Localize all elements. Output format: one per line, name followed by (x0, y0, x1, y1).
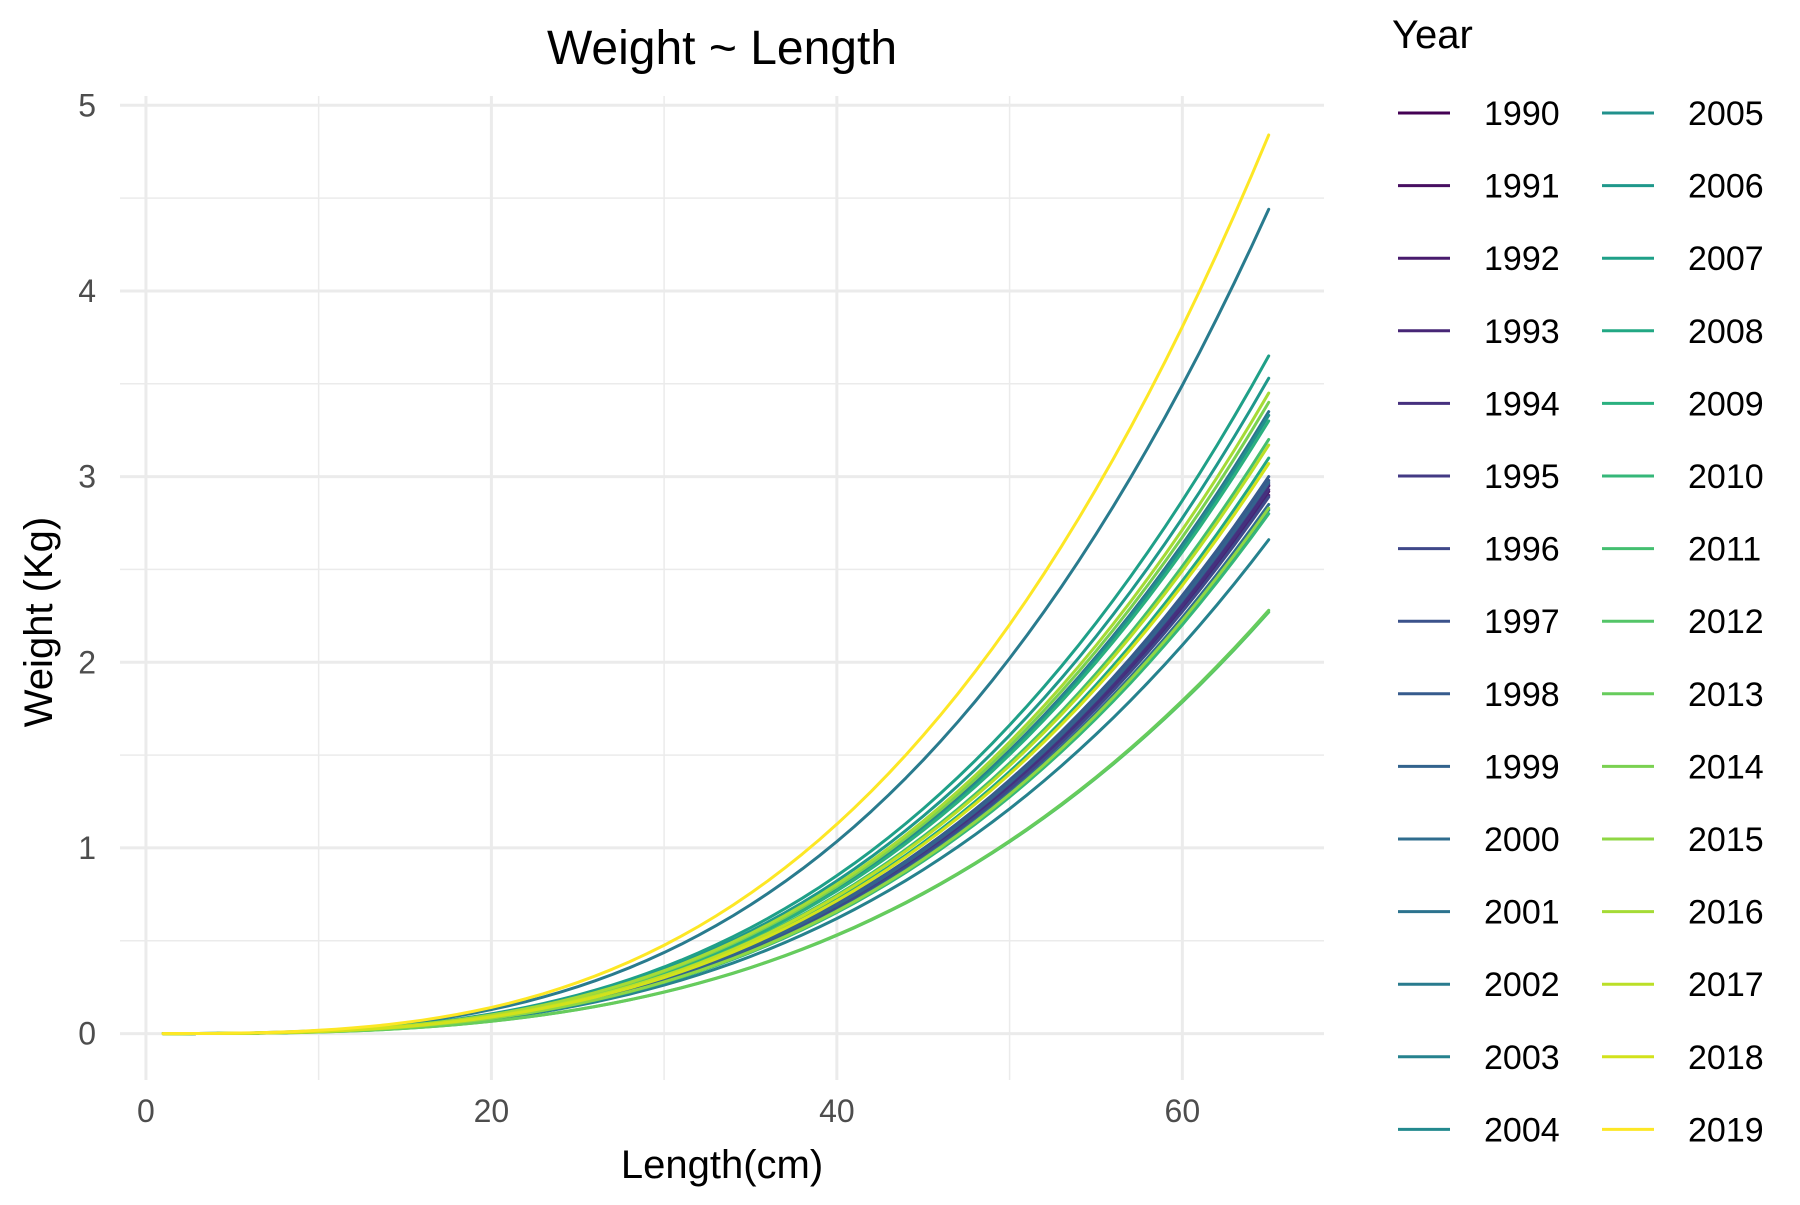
legend-label: 1999 (1484, 748, 1560, 786)
legend-item-1999: 1999 (1398, 748, 1560, 786)
legend-item-2009: 2009 (1602, 385, 1764, 423)
legend-label: 1996 (1484, 531, 1560, 569)
legend-item-2005: 2005 (1602, 95, 1764, 133)
legend-item-2019: 2019 (1602, 1111, 1764, 1149)
legend-label: 2002 (1484, 966, 1560, 1004)
legend-label: 2012 (1688, 603, 1764, 641)
x-axis-label: Length(cm) (621, 1143, 823, 1187)
legend-item-2011: 2011 (1602, 531, 1761, 569)
legend-label: 2011 (1688, 531, 1761, 569)
series-line-2002 (161, 207, 1271, 1036)
legend-label: 2018 (1688, 1039, 1764, 1077)
legend-label: 2017 (1688, 966, 1764, 1004)
legend-item-2012: 2012 (1602, 603, 1764, 641)
legend-item-2003: 2003 (1398, 1039, 1560, 1077)
y-tick-label: 0 (78, 1016, 96, 1052)
x-tick-label: 20 (474, 1093, 510, 1129)
legend-label: 2006 (1688, 168, 1764, 206)
legend-label: 2016 (1688, 894, 1764, 932)
x-tick-label: 0 (137, 1093, 155, 1129)
y-tick-label: 1 (78, 830, 96, 866)
legend-item-1995: 1995 (1398, 458, 1560, 496)
legend-label: 1990 (1484, 95, 1560, 133)
grid (120, 96, 1324, 1080)
legend-label: 1995 (1484, 458, 1560, 496)
legend-item-2018: 2018 (1602, 1039, 1764, 1077)
x-tick-label: 40 (819, 1093, 855, 1129)
legend-item-2016: 2016 (1602, 894, 1764, 932)
y-tick-label: 5 (78, 87, 96, 123)
legend-item-2013: 2013 (1602, 676, 1764, 714)
legend-label: 2013 (1688, 676, 1764, 714)
legend-label: 2003 (1484, 1039, 1560, 1077)
legend-item-2002: 2002 (1398, 966, 1560, 1004)
y-tick-label: 3 (78, 459, 96, 495)
legend-item-1996: 1996 (1398, 531, 1560, 569)
legend-label: 2010 (1688, 458, 1764, 496)
series-lines (161, 133, 1271, 1036)
legend-label: 1991 (1484, 168, 1560, 206)
legend-item-2014: 2014 (1602, 748, 1764, 786)
legend-item-2007: 2007 (1602, 240, 1764, 278)
legend-item-1992: 1992 (1398, 240, 1560, 278)
legend-label: 2014 (1688, 748, 1764, 786)
x-tick-label: 60 (1165, 1093, 1201, 1129)
legend-item-2017: 2017 (1602, 966, 1764, 1004)
legend-item-2004: 2004 (1398, 1111, 1560, 1149)
legend-label: 2019 (1688, 1111, 1764, 1149)
legend-title: Year (1392, 13, 1473, 57)
legend-item-1990: 1990 (1398, 95, 1560, 133)
legend-label: 2008 (1688, 313, 1764, 351)
legend-label: 2009 (1688, 385, 1764, 423)
legend-label: 1994 (1484, 385, 1560, 423)
series-line-2018 (161, 462, 1271, 1036)
legend-item-2010: 2010 (1602, 458, 1764, 496)
legend-item-2015: 2015 (1602, 821, 1764, 859)
legend-item-2006: 2006 (1602, 168, 1764, 206)
y-tick-label: 4 (78, 273, 96, 309)
legend-item-1997: 1997 (1398, 603, 1560, 641)
legend-item-1991: 1991 (1398, 168, 1560, 206)
legend-label: 2007 (1688, 240, 1764, 278)
legend-item-2000: 2000 (1398, 821, 1560, 859)
legend-label: 1998 (1484, 676, 1560, 714)
series-line-2019 (161, 133, 1271, 1036)
legend-label: 1992 (1484, 240, 1560, 278)
chart-title: Weight ~ Length (547, 22, 897, 75)
legend-label: 2000 (1484, 821, 1560, 859)
legend-label: 2001 (1484, 894, 1560, 932)
series-line-2014 (161, 400, 1271, 1036)
legend-label: 2015 (1688, 821, 1764, 859)
legend-label: 1997 (1484, 603, 1560, 641)
axes: 0 20 40 60 0 1 2 3 4 5 (78, 87, 1200, 1129)
y-tick-label: 2 (78, 644, 96, 680)
legend-item-1994: 1994 (1398, 385, 1560, 423)
legend-label: 1993 (1484, 313, 1560, 351)
legend-label: 2005 (1688, 95, 1764, 133)
legend-items: 1990 1991 1992 1993 1994 1995 1996 1997 1998 1999… (1398, 95, 1764, 1149)
legend-item-2008: 2008 (1602, 313, 1764, 351)
legend-item-1993: 1993 (1398, 313, 1560, 351)
legend-item-2001: 2001 (1398, 894, 1560, 932)
legend-label: 2004 (1484, 1111, 1560, 1149)
legend-item-1998: 1998 (1398, 676, 1560, 714)
legend: Year 19901991199219931994199519961997199… (1392, 13, 1764, 1149)
y-axis-label: Weight (Kg) (17, 517, 61, 727)
